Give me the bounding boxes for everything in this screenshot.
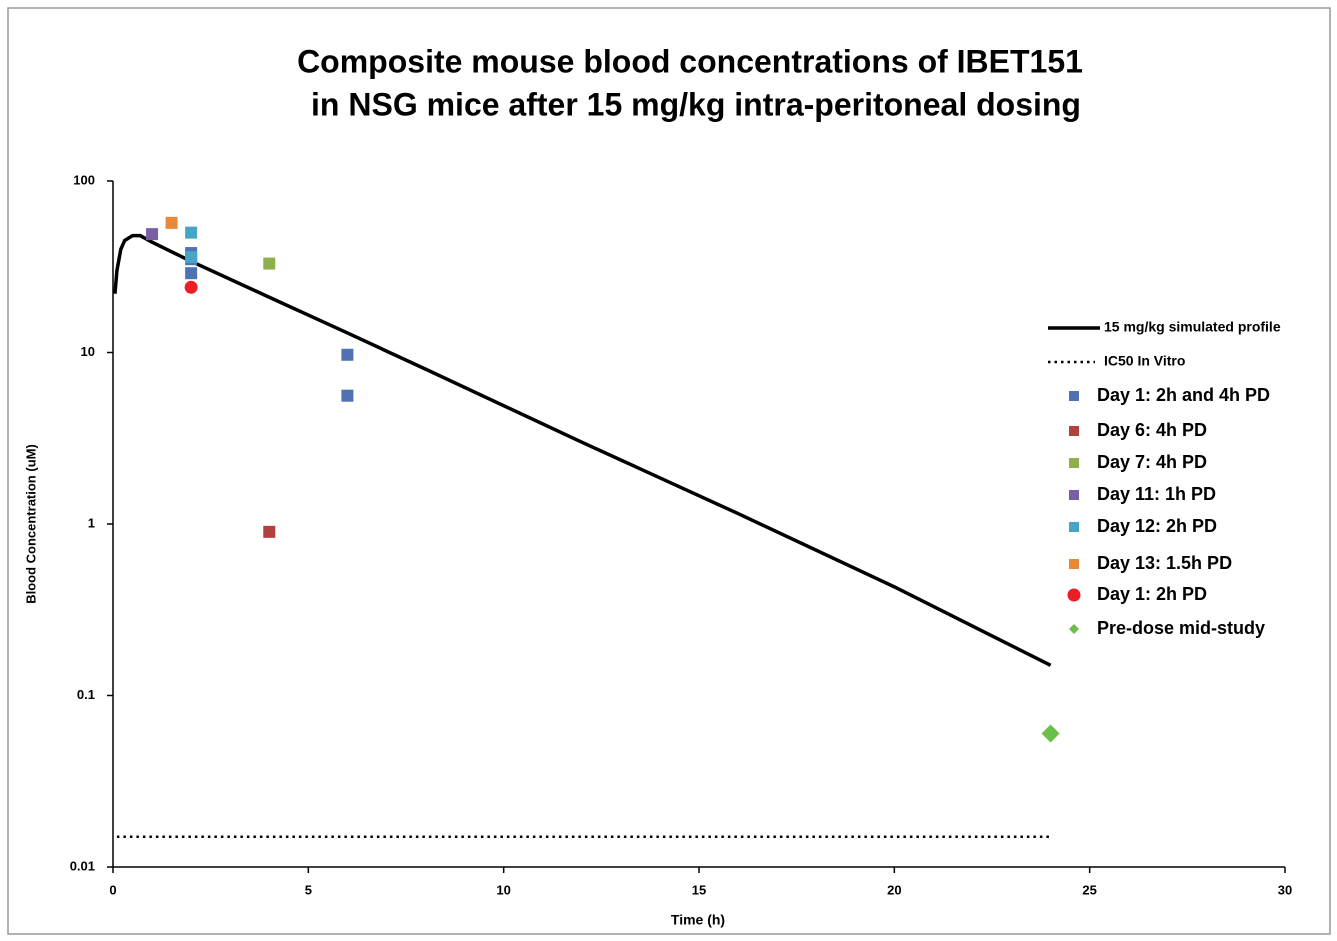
marker: [165, 216, 178, 229]
marker: [185, 251, 198, 264]
marker: [263, 525, 276, 538]
marker: [341, 348, 354, 361]
legend-label: 15 mg/kg simulated profile: [1104, 319, 1281, 335]
marker: [185, 267, 198, 280]
x-tick-label: 0: [109, 882, 116, 897]
marker: [341, 389, 354, 402]
legend-label: Pre-dose mid-study: [1097, 618, 1265, 638]
chart-title: Composite mouse blood concentrations of …: [297, 43, 1083, 79]
legend-label: Day 1: 2h PD: [1097, 584, 1207, 604]
legend-label: IC50 In Vitro: [1104, 353, 1185, 369]
legend-swatch: [1069, 490, 1079, 500]
marker: [146, 228, 159, 241]
marker: [1041, 724, 1060, 743]
legend-label: Day 6: 4h PD: [1097, 420, 1207, 440]
legend-label: Day 1: 2h and 4h PD: [1097, 385, 1270, 405]
legend-swatch: [1069, 426, 1079, 436]
y-tick-label: 100: [73, 172, 95, 187]
legend-swatch: [1069, 522, 1079, 532]
marker: [185, 226, 198, 239]
y-tick-label: 10: [81, 344, 95, 359]
legend-label: Day 7: 4h PD: [1097, 452, 1207, 472]
legend-swatch: [1069, 624, 1079, 634]
legend-swatch: [1069, 458, 1079, 468]
legend-label: Day 12: 2h PD: [1097, 516, 1217, 536]
legend-label: Day 11: 1h PD: [1097, 484, 1216, 504]
marker: [263, 257, 276, 270]
x-tick-label: 5: [305, 882, 312, 897]
x-axis-title: Time (h): [671, 912, 725, 928]
legend-swatch: [1067, 588, 1081, 602]
chart-title: in NSG mice after 15 mg/kg intra-periton…: [311, 86, 1081, 122]
y-tick-label: 0.1: [77, 687, 95, 702]
x-tick-label: 15: [692, 882, 706, 897]
x-tick-label: 20: [887, 882, 901, 897]
legend-swatch: [1069, 559, 1079, 569]
y-tick-label: 0.01: [70, 858, 95, 873]
x-tick-label: 10: [496, 882, 510, 897]
x-tick-label: 25: [1082, 882, 1096, 897]
y-tick-label: 1: [88, 515, 95, 530]
x-tick-label: 30: [1278, 882, 1292, 897]
chart-frame: [7, 7, 1331, 935]
marker: [184, 280, 198, 294]
legend-label: Day 13: 1.5h PD: [1097, 553, 1232, 573]
y-axis-title: Blood Concentration (uM): [23, 444, 38, 604]
legend-swatch: [1069, 391, 1079, 401]
